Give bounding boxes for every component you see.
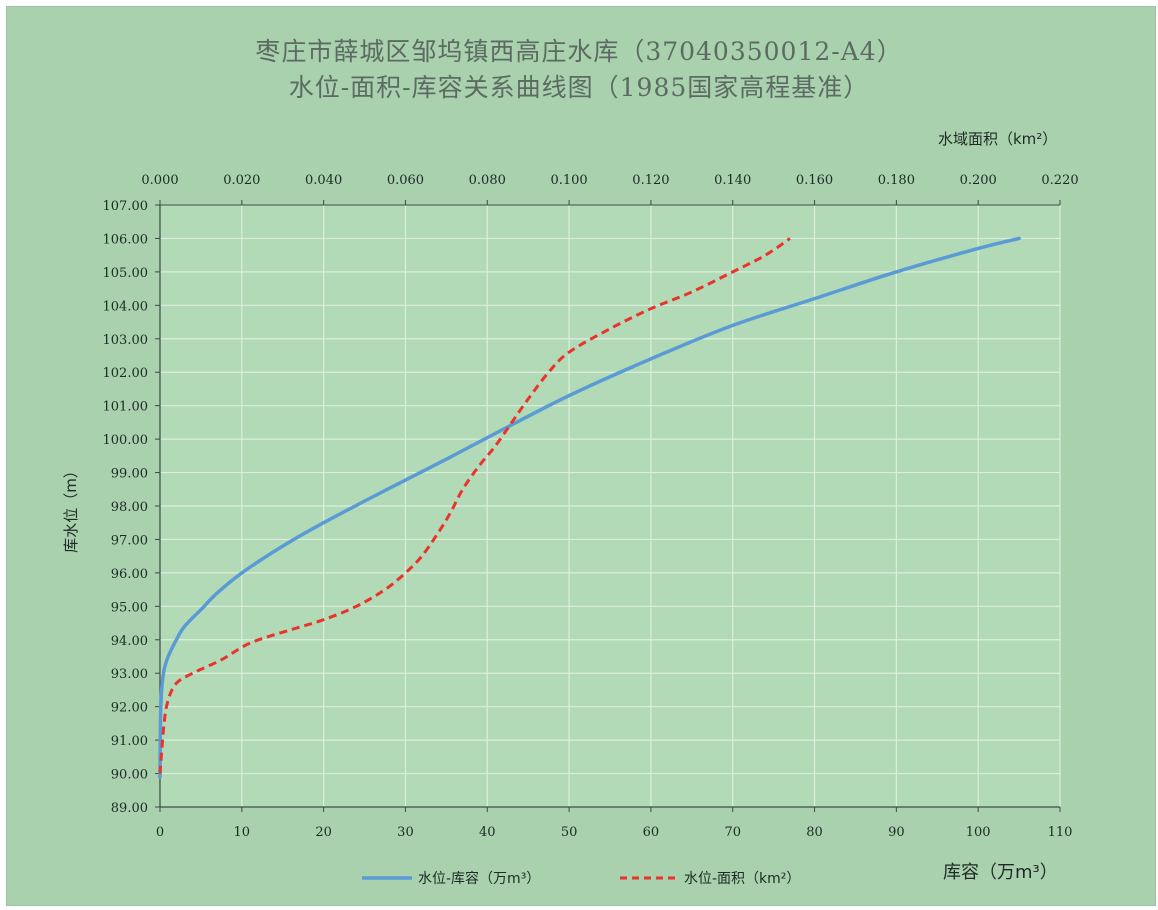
y-tick-label: 96.00 [111, 567, 148, 582]
x-bottom-tick-label: 70 [724, 825, 741, 840]
y-tick-label: 98.00 [111, 500, 148, 515]
y-tick-label: 104.00 [103, 299, 149, 314]
y-tick-label: 101.00 [103, 400, 149, 415]
x-bottom-tick-labels: 0 10 20 30 40 50 60 70 80 90 100 110 [156, 825, 1073, 840]
x-bottom-tick-label: 90 [888, 825, 905, 840]
x-bottom-tick-label: 60 [643, 825, 660, 840]
y-tick-label: 106.00 [103, 232, 149, 247]
y-tick-label: 97.00 [111, 533, 148, 548]
legend: 水位-库容（万m³） 水位-面积（km²） [362, 870, 800, 887]
x-bottom-axis-label: 库容（万m³） [943, 862, 1058, 883]
chart-title-line-2: 水位-面积-库容关系曲线图（1985国家高程基准） [288, 73, 870, 102]
series-line-level-area [158, 237, 791, 774]
y-tick-label: 105.00 [103, 266, 149, 281]
x-top-tick-label: 0.100 [550, 173, 587, 188]
x-bottom-tick-label: 100 [966, 825, 991, 840]
y-tick-label: 90.00 [111, 768, 148, 783]
legend-label-area: 水位-面积（km²） [684, 871, 800, 887]
x-top-tick-label: 0.180 [878, 173, 915, 188]
x-top-tick-label: 0.220 [1041, 173, 1078, 188]
y-tick-label: 89.00 [111, 801, 148, 816]
x-top-tick-label: 0.020 [223, 173, 260, 188]
chart-title-line-1: 枣庄市薛城区邹坞镇西高庄水库（37040350012-A4） [255, 37, 903, 66]
x-bottom-tick-label: 30 [397, 825, 414, 840]
x-bottom-tick-label: 10 [234, 825, 251, 840]
x-bottom-tick-label: 80 [806, 825, 823, 840]
x-top-tick-label: 0.080 [469, 173, 506, 188]
y-tick-label: 107.00 [103, 199, 149, 214]
y-tick-label: 93.00 [111, 667, 148, 682]
legend-label-storage: 水位-库容（万m³） [418, 870, 540, 887]
y-axis-label: 库水位（m） [62, 463, 80, 553]
x-bottom-tick-label: 40 [479, 825, 496, 840]
x-top-axis-label: 水域面积（km²） [938, 130, 1057, 148]
x-bottom-tick-label: 0 [156, 825, 164, 840]
y-tick-label: 99.00 [111, 467, 148, 482]
x-top-tick-label: 0.040 [305, 173, 342, 188]
y-tick-label: 95.00 [111, 600, 148, 615]
y-tick-label: 92.00 [111, 701, 148, 716]
axes [155, 200, 1061, 812]
y-tick-label: 91.00 [111, 734, 148, 749]
x-top-tick-label: 0.160 [796, 173, 833, 188]
x-bottom-tick-label: 50 [561, 825, 578, 840]
y-tick-label: 103.00 [103, 333, 149, 348]
y-tick-label: 100.00 [103, 433, 149, 448]
x-top-tick-label: 0.200 [960, 173, 997, 188]
y-tick-labels: 107.00 106.00 105.00 104.00 103.00 102.00 101.… [103, 199, 149, 816]
y-tick-label: 94.00 [111, 634, 148, 649]
x-top-tick-labels: 0.000 0.020 0.040 0.060 0.080 0.100 0.120 0.140… [141, 173, 1078, 188]
y-tick-label: 102.00 [103, 366, 149, 381]
x-top-tick-label: 0.140 [714, 173, 751, 188]
x-bottom-tick-label: 20 [315, 825, 332, 840]
x-top-tick-label: 0.120 [632, 173, 669, 188]
series-group [158, 236, 1021, 779]
x-bottom-tick-label: 110 [1048, 825, 1073, 840]
x-top-tick-label: 0.000 [141, 173, 178, 188]
x-top-tick-label: 0.060 [387, 173, 424, 188]
series-line-level-storage [158, 236, 1021, 779]
